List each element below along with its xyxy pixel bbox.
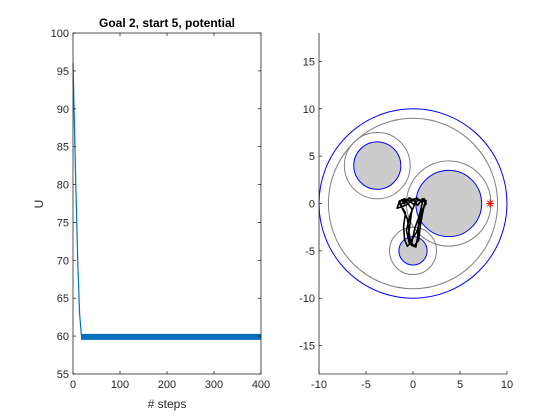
obstacle bbox=[353, 141, 402, 190]
y-tick-label: 90 bbox=[57, 104, 69, 116]
y-tick-label: 10 bbox=[303, 104, 315, 116]
obstacle-halo bbox=[343, 131, 411, 200]
left-x-axis-label: # steps bbox=[148, 397, 187, 411]
x-tick-label: 200 bbox=[158, 379, 176, 391]
goal-marker bbox=[486, 199, 495, 208]
x-tick-label: -5 bbox=[361, 379, 371, 391]
left-axes: Goal 2, start 5, potential 0 100 200 300 400… bbox=[32, 16, 270, 411]
x-tick-label: 5 bbox=[457, 379, 463, 391]
y-tick-label: 85 bbox=[57, 142, 69, 154]
y-tick-label: 60 bbox=[57, 331, 69, 343]
x-tick-label: -10 bbox=[311, 379, 327, 391]
left-ticks: 0 100 200 300 400 55 60 65 70 75 80 85 90 95 100 bbox=[51, 28, 271, 391]
right-plot-area bbox=[318, 108, 508, 299]
y-tick-label: 95 bbox=[57, 66, 69, 78]
x-tick-label: 300 bbox=[205, 379, 223, 391]
y-tick-label: 5 bbox=[309, 151, 315, 163]
obstacle-halo bbox=[389, 226, 437, 276]
right-ticks: -10 -5 0 5 10 -15 -10 -5 0 5 10 15 bbox=[299, 56, 513, 391]
obstacle bbox=[398, 236, 428, 266]
y-tick-label: 100 bbox=[51, 28, 69, 40]
trajectory-path bbox=[396, 197, 427, 248]
y-tick-label: 15 bbox=[303, 56, 315, 68]
y-tick-label: -10 bbox=[299, 293, 315, 305]
y-tick-label: 80 bbox=[57, 180, 69, 192]
x-tick-label: 10 bbox=[501, 379, 513, 391]
x-tick-label: 0 bbox=[410, 379, 416, 391]
x-tick-label: 0 bbox=[70, 379, 76, 391]
potential-line bbox=[72, 63, 261, 337]
left-chart-title: Goal 2, start 5, potential bbox=[99, 16, 235, 30]
x-tick-label: 100 bbox=[111, 379, 129, 391]
y-tick-label: -15 bbox=[299, 341, 315, 353]
y-tick-label: -5 bbox=[305, 246, 315, 258]
right-axes: -10 -5 0 5 10 -15 -10 -5 0 5 10 15 bbox=[299, 33, 513, 391]
potential-oscillation-band bbox=[80, 333, 262, 340]
outer-boundary bbox=[327, 117, 499, 290]
y-tick-label: 75 bbox=[57, 217, 69, 229]
y-tick-label: 55 bbox=[57, 369, 69, 381]
y-tick-label: 70 bbox=[57, 255, 69, 267]
y-tick-label: 65 bbox=[57, 293, 69, 305]
left-y-axis-label: U bbox=[32, 200, 46, 209]
x-tick-label: 400 bbox=[252, 379, 270, 391]
left-plot-area bbox=[72, 63, 262, 340]
y-tick-label: 0 bbox=[309, 199, 315, 211]
